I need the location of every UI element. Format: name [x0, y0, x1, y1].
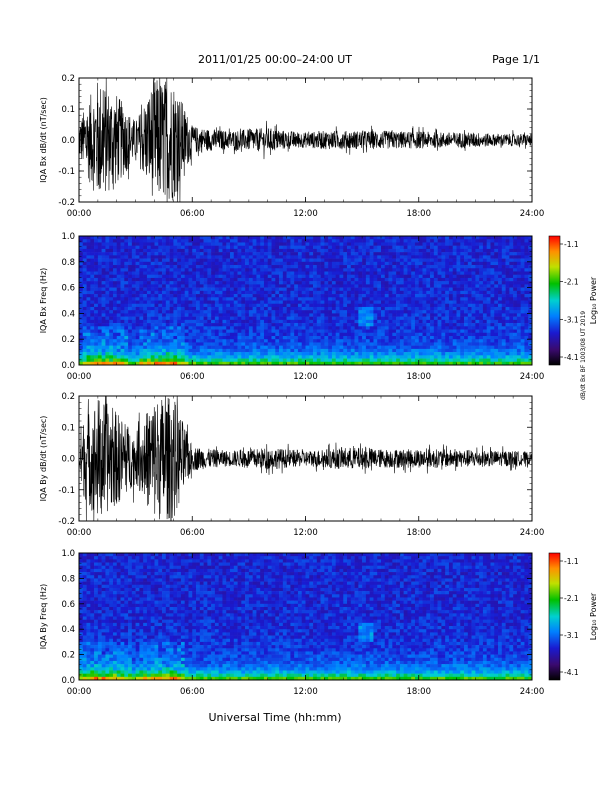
colorbar-label: Log₁₀ Power: [589, 276, 598, 324]
x-tick-label: 06:00: [180, 528, 205, 538]
y-tick-label: 1.0: [61, 232, 75, 242]
colorbar-tick-label: -2.1: [564, 278, 579, 287]
y-tick-label: -0.2: [58, 198, 75, 208]
y-tick-label: 0.8: [61, 258, 75, 268]
colorbar-tick-label: -3.1: [564, 631, 579, 640]
y-tick-label: 0.4: [61, 625, 75, 635]
x-tick-label: 18:00: [407, 372, 432, 382]
x-tick-label: 12:00: [293, 528, 318, 538]
x-tick-label: 00:00: [67, 209, 92, 219]
x-axis-title: Universal Time (hh:mm): [208, 711, 342, 724]
y-tick-label: 0.4: [61, 309, 75, 319]
x-tick-label: 18:00: [407, 209, 432, 219]
page-title: 2011/01/25 00:00–24:00 UT: [197, 53, 353, 66]
y-tick-label: 0.8: [61, 574, 75, 584]
colorbar: [548, 235, 561, 366]
x-tick-label: 12:00: [293, 372, 318, 382]
x-tick-label: 00:00: [67, 372, 92, 382]
y-tick-label: -0.2: [58, 517, 75, 527]
y-axis-label: IQA Bx Freq (Hz): [39, 268, 48, 334]
x-tick-label: 12:00: [293, 687, 318, 697]
y-tick-label: 0.0: [61, 136, 75, 146]
x-tick-label: 18:00: [407, 528, 432, 538]
y-tick-label: 0.2: [61, 651, 75, 661]
x-tick-label: 24:00: [520, 528, 545, 538]
colorbar: [548, 552, 561, 681]
colorbar-tick-label: -3.1: [564, 315, 579, 324]
y-tick-label: -0.1: [58, 486, 75, 496]
x-tick-label: 24:00: [520, 372, 545, 382]
y-tick-label: 0.2: [61, 335, 75, 345]
x-tick-label: 06:00: [180, 687, 205, 697]
y-tick-label: 0.0: [61, 455, 75, 465]
x-tick-label: 00:00: [67, 528, 92, 538]
x-tick-label: 12:00: [293, 209, 318, 219]
y-axis-label: IQA Bx dB/dt (nT/sec): [39, 97, 48, 183]
colorbar-tick-label: -1.1: [564, 240, 579, 249]
y-tick-label: 0.6: [61, 284, 75, 294]
y-tick-label: 0.1: [61, 423, 75, 433]
y-tick-label: 0.0: [61, 361, 75, 371]
y-axis-label: IQA By Freq (Hz): [39, 584, 48, 650]
y-tick-label: 0.1: [61, 105, 75, 115]
waveform-series: [78, 395, 533, 522]
colorbar-tick-label: -4.1: [564, 668, 579, 677]
x-tick-label: 00:00: [67, 687, 92, 697]
y-tick-label: 0.6: [61, 600, 75, 610]
page-number: Page 1/1: [492, 53, 540, 66]
y-tick-label: 0.0: [61, 676, 75, 686]
y-tick-label: 1.0: [61, 549, 75, 559]
colorbar-tick-label: -2.1: [564, 594, 579, 603]
y-tick-label: -0.1: [58, 167, 75, 177]
spectrogram: [79, 236, 533, 366]
waveform-series: [78, 77, 533, 203]
colorbar-label: Log₁₀ Power: [589, 592, 598, 640]
x-tick-label: 24:00: [520, 687, 545, 697]
y-tick-label: 0.2: [61, 392, 75, 402]
x-tick-label: 24:00: [520, 209, 545, 219]
x-tick-label: 06:00: [180, 209, 205, 219]
x-tick-label: 18:00: [407, 687, 432, 697]
y-axis-label: IQA By dB/dt (nT/sec): [39, 416, 48, 502]
colorbar-tick-label: -4.1: [564, 353, 579, 362]
spectrogram: [79, 553, 533, 681]
x-tick-label: 06:00: [180, 372, 205, 382]
y-tick-label: 0.2: [61, 74, 75, 84]
colorbar-tick-label: -1.1: [564, 557, 579, 566]
